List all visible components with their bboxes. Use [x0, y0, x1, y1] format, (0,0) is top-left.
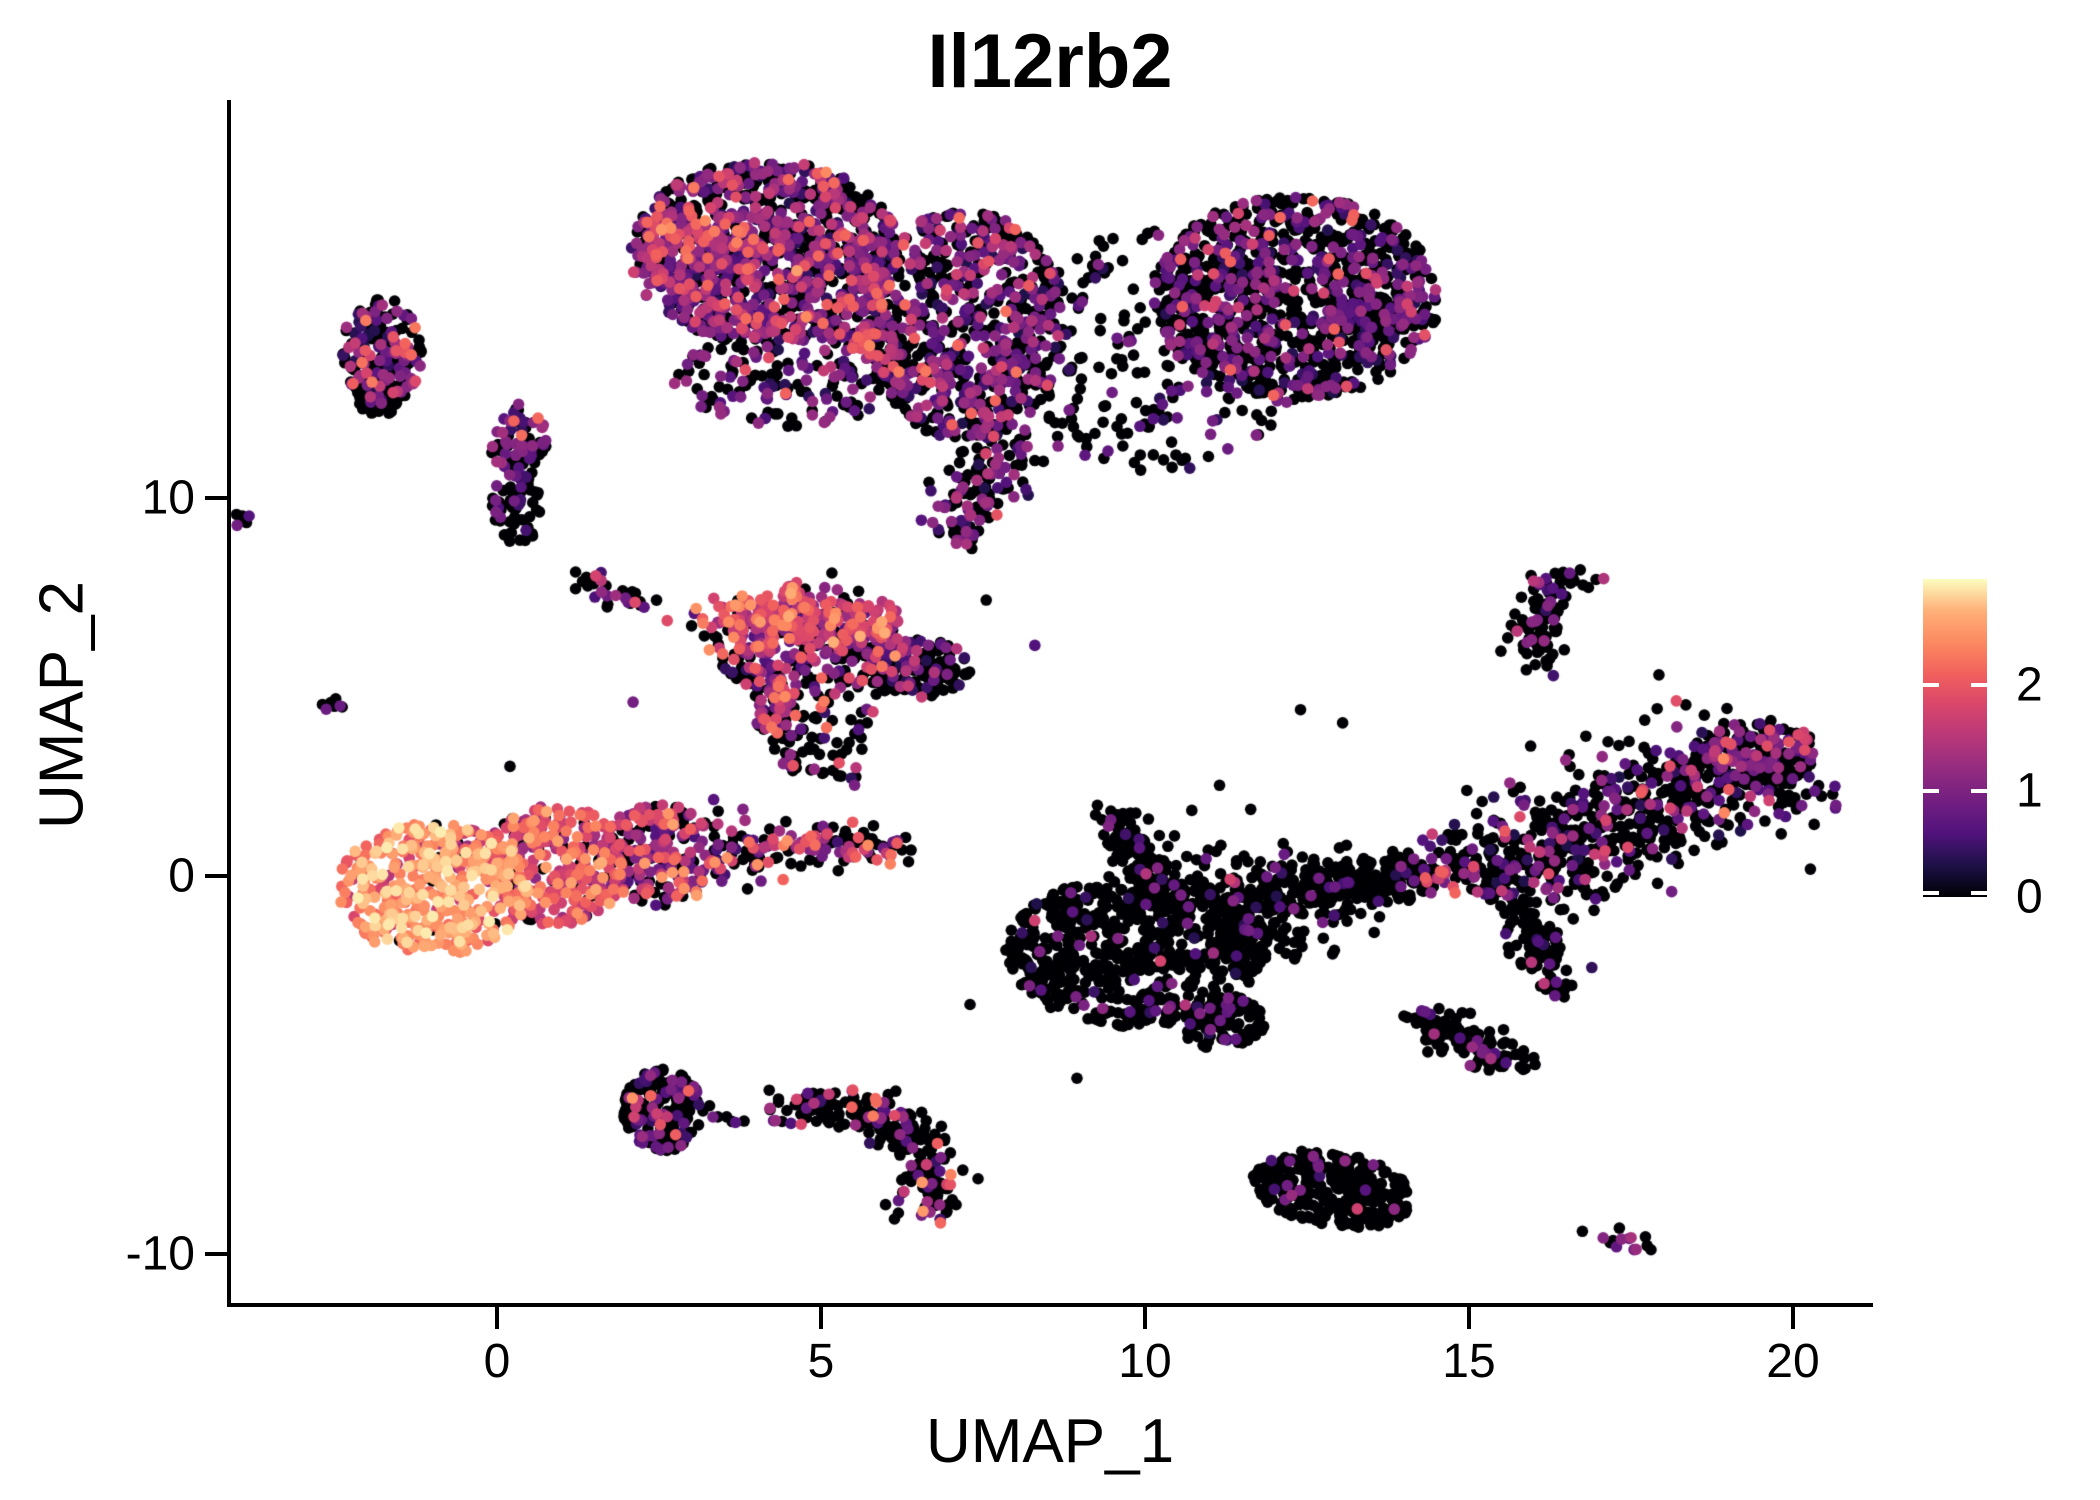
colorbar-tick-label: 0	[2016, 870, 2043, 924]
plot-title: Il12rb2	[927, 19, 1173, 104]
x-tick-mark	[1143, 1307, 1147, 1329]
x-tick-mark	[819, 1307, 823, 1329]
y-tick-label: 10	[141, 471, 195, 525]
x-tick-label: 5	[807, 1335, 835, 1388]
y-tick-mark	[205, 496, 227, 500]
x-axis-line	[227, 1303, 1873, 1307]
y-tick-mark	[205, 1252, 227, 1256]
colorbar-tick-mark	[1923, 891, 1939, 895]
y-tick-mark	[205, 874, 227, 878]
y-tick-label: -10	[125, 1227, 195, 1281]
colorbar-tick-mark	[1971, 683, 1987, 687]
colorbar-tick-mark	[1971, 891, 1987, 895]
x-tick-label: 10	[1118, 1335, 1172, 1388]
y-tick-label: 0	[168, 849, 195, 903]
x-tick-label: 0	[483, 1335, 511, 1388]
colorbar-tick-mark	[1971, 789, 1987, 793]
colorbar-tick-label: 2	[2016, 658, 2043, 712]
colorbar-gradient	[1923, 579, 1987, 897]
x-tick-label: 15	[1442, 1335, 1496, 1388]
colorbar-tick-mark	[1923, 683, 1939, 687]
y-axis-title: UMAP_2	[27, 580, 97, 830]
colorbar-tick-mark	[1923, 789, 1939, 793]
x-tick-mark	[1791, 1307, 1795, 1329]
x-axis-title: UMAP_1	[925, 1407, 1175, 1476]
y-axis-line	[227, 100, 231, 1307]
x-tick-label: 20	[1766, 1335, 1820, 1388]
x-tick-mark	[495, 1307, 499, 1329]
colorbar-tick-label: 1	[2016, 764, 2043, 818]
x-tick-mark	[1467, 1307, 1471, 1329]
